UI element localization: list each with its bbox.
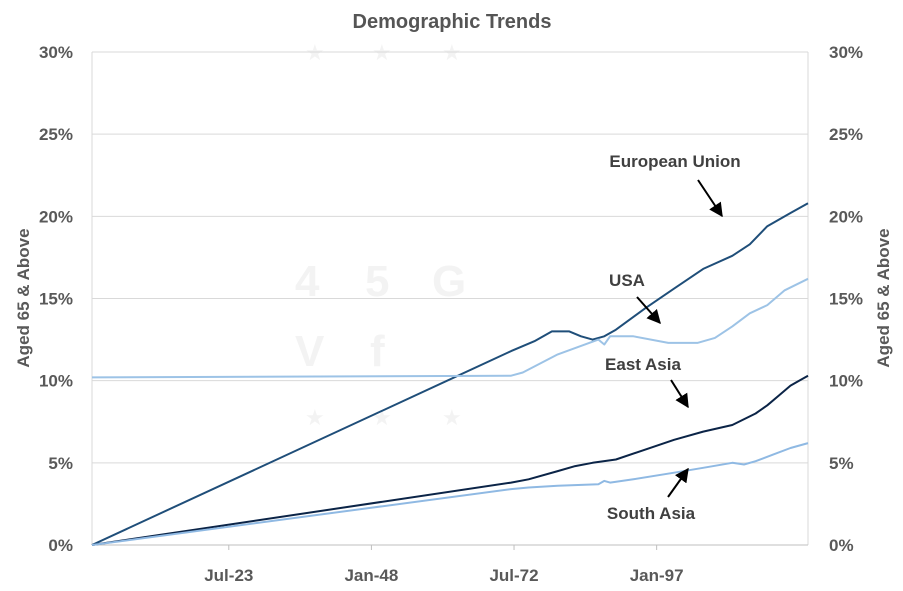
y-tick-label-left: 30% xyxy=(39,43,73,62)
watermark-star-icon: ★ xyxy=(305,406,325,431)
series-line-usa xyxy=(91,277,809,379)
y-tick-label-right: 20% xyxy=(829,207,863,226)
annotation-label-european-union: European Union xyxy=(609,152,740,171)
x-tick-label: Jul-72 xyxy=(489,566,538,585)
watermark-star-icon: ★ xyxy=(305,41,325,66)
y-tick-label-left: 0% xyxy=(48,536,73,555)
y-tick-label-right: 15% xyxy=(829,290,863,309)
chart-title: Demographic Trends xyxy=(353,11,552,33)
watermark-char: 5 xyxy=(365,257,389,306)
series-line-east-asia xyxy=(91,374,809,546)
x-tick-label: Jan-48 xyxy=(344,566,398,585)
series-line-south-asia xyxy=(91,442,809,546)
y-tick-label-right: 0% xyxy=(829,536,854,555)
y-tick-label-left: 5% xyxy=(48,454,73,473)
y-tick-label-right: 25% xyxy=(829,125,863,144)
gridlines xyxy=(92,51,808,464)
annotation-label-south-asia: South Asia xyxy=(607,504,696,523)
watermark-star-icon: ★ xyxy=(442,406,462,431)
annotation-label-usa: USA xyxy=(609,271,645,290)
watermark-char: f xyxy=(370,327,385,376)
x-axis-ticks: Jul-23 Jan-48 Jul-72 Jan-97 xyxy=(204,545,684,585)
watermark-char: 4 xyxy=(295,257,320,306)
annotation-label-east-asia: East Asia xyxy=(605,355,681,374)
x-tick-label: Jul-23 xyxy=(204,566,253,585)
watermark-char: G xyxy=(432,257,466,306)
y-tick-label-right: 10% xyxy=(829,372,863,391)
y-axis-left-ticks: 0% 5% 10% 15% 20% 25% 30% xyxy=(39,43,73,555)
watermark-char: V xyxy=(295,327,325,376)
y-axis-right-label: Aged 65 & Above xyxy=(874,228,893,367)
watermark-star-icon: ★ xyxy=(372,41,392,66)
series-line-european-union xyxy=(91,202,809,546)
watermark: 4 5 G V f ★ ★ ★ ★ ★ ★ xyxy=(295,41,466,431)
axes xyxy=(91,52,809,546)
annotation-arrow-icon xyxy=(667,467,689,498)
y-tick-label-left: 25% xyxy=(39,125,73,144)
annotations: European Union USA East Asia South Asia xyxy=(605,152,741,523)
y-tick-label-right: 30% xyxy=(829,43,863,62)
y-tick-label-left: 15% xyxy=(39,290,73,309)
annotation-arrow-icon xyxy=(670,379,689,409)
y-axis-right-ticks: 0% 5% 10% 15% 20% 25% 30% xyxy=(829,43,863,555)
annotation-arrow-icon xyxy=(697,179,723,218)
series-lines xyxy=(91,202,809,546)
y-axis-left-label: Aged 65 & Above xyxy=(14,228,33,367)
y-tick-label-left: 20% xyxy=(39,207,73,226)
x-tick-label: Jan-97 xyxy=(630,566,684,585)
watermark-star-icon: ★ xyxy=(442,41,462,66)
watermark-star-icon: ★ xyxy=(372,406,392,431)
y-tick-label-right: 5% xyxy=(829,454,854,473)
annotation-arrow-icon xyxy=(636,296,661,325)
y-tick-label-left: 10% xyxy=(39,372,73,391)
